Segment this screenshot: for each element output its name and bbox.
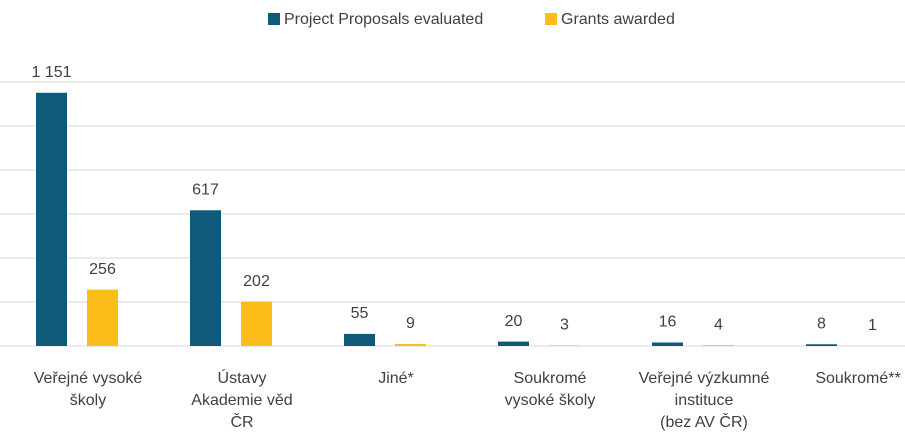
bar	[344, 333, 375, 346]
x-tick-label: Ústavy Akademie věd ČR	[191, 370, 293, 431]
x-tick-label: Jiné*	[378, 370, 414, 387]
data-label: 256	[89, 261, 116, 278]
legend-label: Grants awarded	[561, 11, 675, 28]
x-tick-label: Soukromé vysoké školy	[504, 370, 596, 409]
bar	[549, 345, 580, 346]
x-tick-label: Veřejné vysoké školy	[33, 370, 143, 409]
legend-swatch	[545, 13, 557, 25]
data-label: 9	[406, 315, 415, 332]
data-label: 1	[868, 317, 877, 334]
legend-swatch	[268, 13, 280, 25]
data-label: 3	[560, 317, 569, 334]
x-tick-label: Veřejné výzkumné instituce (bez AV ČR)	[638, 370, 770, 431]
data-label: 202	[243, 273, 270, 290]
x-tick-label: Soukromé**	[815, 370, 901, 387]
data-label: 8	[817, 315, 826, 332]
bar	[36, 92, 67, 346]
data-label: 55	[351, 305, 369, 322]
data-label: 1 151	[31, 64, 71, 81]
bar	[241, 301, 272, 346]
bar	[498, 341, 529, 346]
data-label: 16	[659, 314, 677, 331]
bar	[703, 345, 734, 346]
bar	[87, 289, 118, 346]
data-label: 4	[714, 316, 723, 333]
legend-label: Project Proposals evaluated	[284, 11, 483, 28]
bar	[652, 342, 683, 346]
data-label: 617	[192, 181, 219, 198]
bar	[395, 344, 426, 346]
bar	[806, 344, 837, 346]
data-label: 20	[505, 313, 523, 330]
bar	[190, 210, 221, 346]
